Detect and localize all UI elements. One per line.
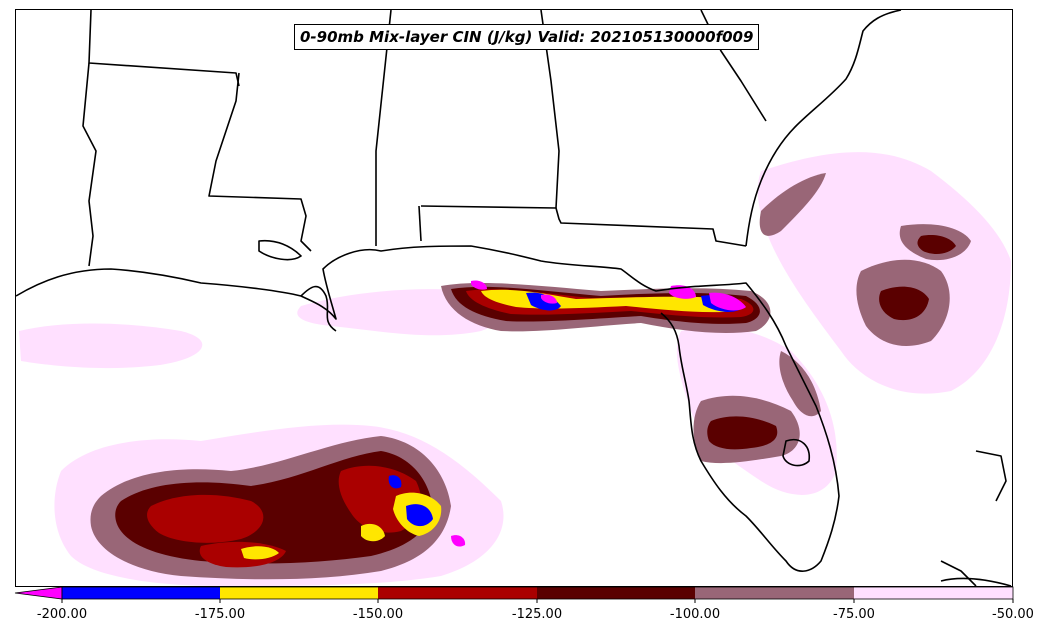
border-la-ms-river xyxy=(208,72,312,252)
boundaries-layer xyxy=(16,10,1012,586)
cin-band-blue-gulf-2 xyxy=(388,475,402,489)
cin-band-blue-gulf xyxy=(406,504,433,527)
colorbar-tick-label: -125.00 xyxy=(511,607,563,622)
cin-band-yellow-gulf-2 xyxy=(241,546,279,560)
cin-map xyxy=(16,10,1012,586)
cin-band-yellow-gulf-3 xyxy=(361,523,385,542)
colorbar-seg-red xyxy=(378,587,537,599)
bahamas-islands xyxy=(940,450,1007,586)
cin-field-layer xyxy=(19,152,1011,586)
border-la-west xyxy=(82,62,97,267)
colorbar-seg-blue xyxy=(62,587,220,599)
cin-band-mauve-east-coast xyxy=(759,173,826,236)
cin-band-red-gulf-south-1 xyxy=(147,494,264,543)
colorbar-tick-label: -150.00 xyxy=(352,607,404,622)
map-panel: 0-90mb Mix-layer CIN (J/kg) Valid: 20210… xyxy=(15,9,1013,587)
border-al-fl xyxy=(420,205,747,247)
pontchartrain xyxy=(258,239,302,261)
border-ar-la-ms xyxy=(88,10,240,87)
lake-okeechobee xyxy=(782,439,811,467)
colorbar-seg-pink xyxy=(854,587,1013,599)
map-title: 0-90mb Mix-layer CIN (J/kg) Valid: 20210… xyxy=(294,24,760,50)
cin-band-magenta-gulf xyxy=(451,535,466,547)
colorbar-tick-label: -175.00 xyxy=(194,607,246,622)
colorbar-tick-label: -100.00 xyxy=(669,607,721,622)
colorbar-seg-darkred xyxy=(537,587,695,599)
cin-band-darkred-atlantic-2 xyxy=(917,235,956,254)
cuba-coast xyxy=(940,577,1012,586)
cin-band-darkred-florida xyxy=(707,416,778,450)
border-ms-al xyxy=(375,10,392,246)
cin-band-blue-coast xyxy=(526,292,561,311)
colorbar-ticks xyxy=(61,599,1014,603)
colorbar-tick-label: -200.00 xyxy=(36,607,88,622)
mississippi-delta xyxy=(300,285,337,332)
colorbar-tick-label: -75.00 xyxy=(833,607,875,622)
cin-band-magenta-coast-4 xyxy=(471,280,487,290)
cin-band-pink-west-gulf xyxy=(19,323,203,369)
colorbar-seg-yellow xyxy=(220,587,378,599)
colorbar xyxy=(14,586,1014,603)
border-ms-al-south xyxy=(418,205,422,242)
cin-band-mauve-east-fl xyxy=(779,351,821,417)
colorbar-extend-low xyxy=(14,586,63,600)
cin-band-magenta-coast-2 xyxy=(709,292,746,311)
atlantic-coastline xyxy=(745,10,902,247)
colorbar-tick-label: -50.00 xyxy=(992,607,1034,622)
cin-band-magenta-coast-3 xyxy=(541,294,557,304)
cin-band-darkred-atlantic xyxy=(879,286,929,321)
colorbar-seg-mauve xyxy=(695,587,854,599)
